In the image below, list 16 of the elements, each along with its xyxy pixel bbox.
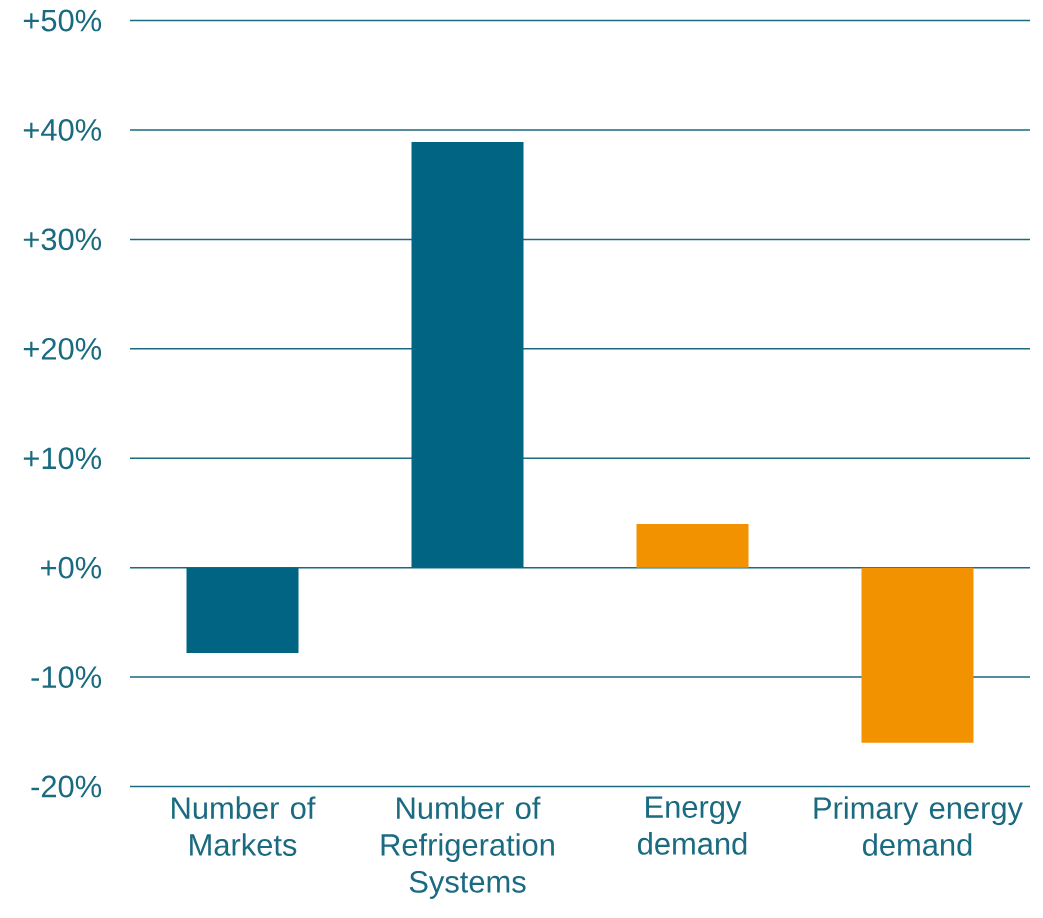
bar: [636, 524, 749, 568]
bar: [186, 567, 299, 654]
x-tick-label: Primary energy demand: [814, 796, 1023, 857]
y-tick-label: -10%: [31, 666, 102, 689]
bar: [861, 567, 974, 743]
y-tick-label: +40%: [23, 119, 102, 142]
y-tick-label: +30%: [23, 228, 102, 251]
y-tick-label: -20%: [31, 775, 102, 798]
y-tick-label: +10%: [23, 447, 102, 470]
x-tick-label: Energy demand: [637, 796, 747, 855]
y-tick-label: +20%: [23, 338, 102, 360]
x-tick-label: Number of Markets: [172, 796, 316, 857]
y-tick-label: +0%: [41, 556, 102, 579]
bar: [411, 142, 524, 568]
x-tick-label: Number of Refrigeration Systems: [381, 796, 554, 900]
y-tick-label: +50%: [23, 9, 102, 32]
